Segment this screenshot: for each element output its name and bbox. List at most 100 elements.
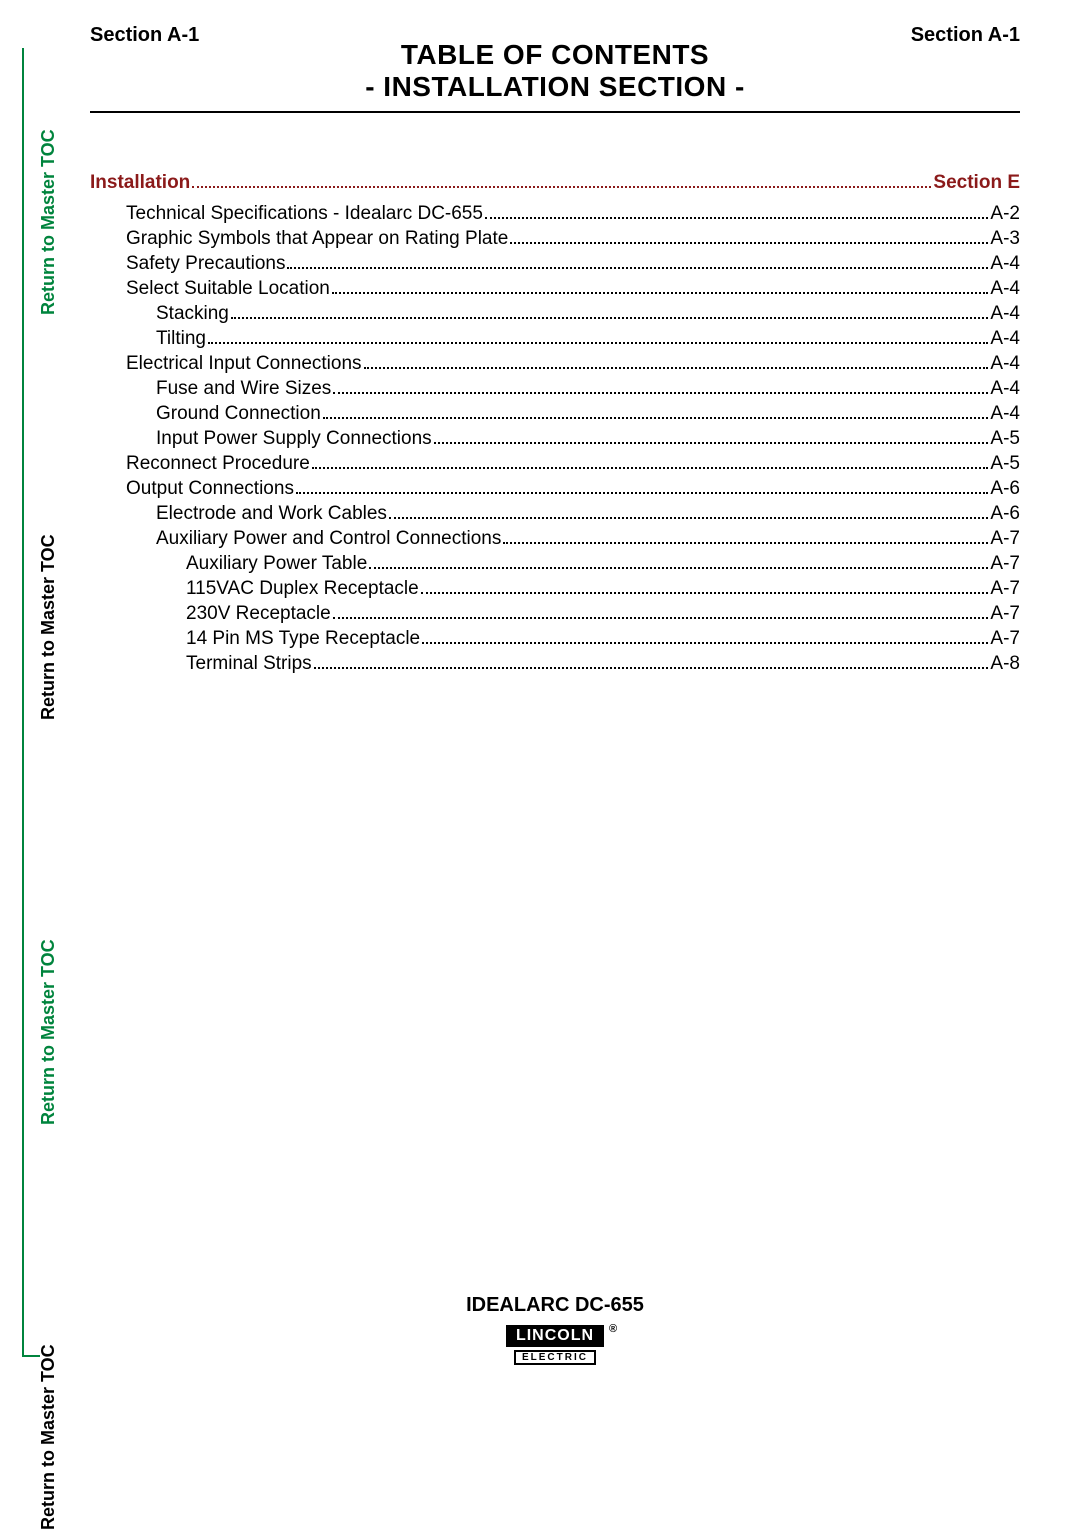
toc-leader: [333, 617, 989, 619]
toc-entry-page: A-7: [990, 604, 1020, 623]
toc-entry-page: A-4: [990, 379, 1020, 398]
toc-entry-page: A-4: [990, 329, 1020, 348]
toc-entry-label: Ground Connection: [156, 404, 321, 423]
toc-leader: [369, 567, 988, 569]
toc-leader: [364, 367, 989, 369]
toc-leader: [332, 292, 989, 294]
toc-heading-label: Installation: [90, 173, 190, 192]
toc-entry-label: Technical Specifications - Idealarc DC-6…: [126, 204, 483, 223]
toc-entry-label: Safety Precautions: [126, 254, 285, 273]
toc-row[interactable]: Input Power Supply Connections A-5: [90, 429, 1020, 448]
toc-entry-page: A-4: [990, 279, 1020, 298]
toc-entry-page: A-4: [990, 404, 1020, 423]
toc-entry-page: A-7: [990, 529, 1020, 548]
toc-row[interactable]: Ground Connection A-4: [90, 404, 1020, 423]
toc-entry-page: A-4: [990, 354, 1020, 373]
toc-entry-label: Electrical Input Connections: [126, 354, 362, 373]
toc-entry-page: A-6: [990, 504, 1020, 523]
logo-lincoln-text: LINCOLN: [516, 1327, 594, 1344]
toc-entry-label: 115VAC Duplex Receptacle: [186, 579, 419, 598]
toc-row[interactable]: Auxiliary Power Table A-7: [90, 554, 1020, 573]
toc-leader: [192, 186, 931, 188]
toc-entry-label: Auxiliary Power and Control Connections: [156, 529, 501, 548]
footer-model: IDEALARC DC-655: [90, 1294, 1020, 1317]
toc-row[interactable]: Select Suitable Location A-4: [90, 279, 1020, 298]
toc-entry-label: Graphic Symbols that Appear on Rating Pl…: [126, 229, 508, 248]
toc-entry-label: 14 Pin MS Type Receptacle: [186, 629, 420, 648]
toc-entry-label: 230V Receptacle: [186, 604, 331, 623]
toc-leader: [323, 417, 989, 419]
toc-leader: [314, 667, 989, 669]
toc-leader: [503, 542, 988, 544]
section-label-right: Section A-1: [911, 24, 1020, 47]
toc-entry-label: Reconnect Procedure: [126, 454, 310, 473]
section-label-left: Section A-1: [90, 24, 199, 47]
toc-entry-page: A-7: [990, 629, 1020, 648]
page-title: TABLE OF CONTENTS: [90, 39, 1020, 71]
toc-entry-page: A-7: [990, 554, 1020, 573]
page-footer: IDEALARC DC-655 LINCOLN ® ELECTRIC: [90, 1294, 1020, 1365]
toc-row[interactable]: Electrical Input Connections A-4: [90, 354, 1020, 373]
toc-row[interactable]: Output Connections A-6: [90, 479, 1020, 498]
toc-row[interactable]: Technical Specifications - Idealarc DC-6…: [90, 204, 1020, 223]
toc-row[interactable]: Graphic Symbols that Appear on Rating Pl…: [90, 229, 1020, 248]
return-master-toc-link[interactable]: Return to Master TOC: [38, 939, 59, 1125]
toc: Installation Section E Technical Specifi…: [90, 173, 1020, 673]
toc-entry-label: Stacking: [156, 304, 229, 323]
toc-entry-page: A-4: [990, 254, 1020, 273]
toc-entry-page: A-2: [990, 204, 1020, 223]
toc-entry-page: A-5: [990, 454, 1020, 473]
page-content: Section A-1 Section A-1 TABLE OF CONTENT…: [90, 24, 1020, 1373]
toc-leader: [434, 442, 989, 444]
toc-leader: [485, 217, 988, 219]
toc-entry-label: Electrode and Work Cables: [156, 504, 387, 523]
toc-entry-page: A-3: [990, 229, 1020, 248]
toc-entry-label: Auxiliary Power Table: [186, 554, 367, 573]
return-master-toc-link[interactable]: Return to Master TOC: [38, 129, 59, 315]
toc-entry-page: A-7: [990, 579, 1020, 598]
toc-row[interactable]: Reconnect Procedure A-5: [90, 454, 1020, 473]
toc-entry-page: A-5: [990, 429, 1020, 448]
toc-leader: [421, 592, 989, 594]
toc-row[interactable]: Electrode and Work Cables A-6: [90, 504, 1020, 523]
return-master-toc-link[interactable]: Return to Master TOC: [38, 1344, 59, 1530]
toc-entry-label: Output Connections: [126, 479, 294, 498]
toc-leader: [422, 642, 988, 644]
toc-leader: [510, 242, 988, 244]
toc-row[interactable]: Tilting A-4: [90, 329, 1020, 348]
toc-row[interactable]: 230V Receptacle A-7: [90, 604, 1020, 623]
toc-leader: [208, 342, 988, 344]
toc-entry-page: A-6: [990, 479, 1020, 498]
toc-row[interactable]: Auxiliary Power and Control Connections A…: [90, 529, 1020, 548]
registered-icon: ®: [609, 1323, 618, 1335]
toc-heading-row[interactable]: Installation Section E: [90, 173, 1020, 192]
page-subtitle: - INSTALLATION SECTION -: [90, 71, 1020, 103]
toc-entry-label: Input Power Supply Connections: [156, 429, 432, 448]
side-tabs: Return to Master TOC Return to Master TO…: [38, 0, 86, 1397]
lincoln-electric-logo: LINCOLN ® ELECTRIC: [506, 1325, 604, 1365]
toc-leader: [231, 317, 989, 319]
toc-entry-label: Tilting: [156, 329, 206, 348]
logo-top-text: LINCOLN ®: [506, 1325, 604, 1347]
logo-bottom-text: ELECTRIC: [514, 1350, 596, 1365]
toc-entry-page: A-8: [990, 654, 1020, 673]
toc-row[interactable]: Fuse and Wire Sizes A-4: [90, 379, 1020, 398]
toc-entry-label: Fuse and Wire Sizes: [156, 379, 331, 398]
toc-entry-page: A-4: [990, 304, 1020, 323]
toc-row[interactable]: Stacking A-4: [90, 304, 1020, 323]
toc-leader: [296, 492, 988, 494]
return-master-toc-link[interactable]: Return to Master TOC: [38, 534, 59, 720]
toc-row[interactable]: Safety Precautions A-4: [90, 254, 1020, 273]
toc-entry-label: Terminal Strips: [186, 654, 312, 673]
toc-leader: [312, 467, 989, 469]
toc-entry-label: Select Suitable Location: [126, 279, 330, 298]
title-block: TABLE OF CONTENTS - INSTALLATION SECTION…: [90, 39, 1020, 103]
toc-leader: [333, 392, 988, 394]
title-rule: [90, 111, 1020, 113]
toc-leader: [287, 267, 988, 269]
toc-row[interactable]: Terminal Strips A-8: [90, 654, 1020, 673]
toc-row[interactable]: 14 Pin MS Type Receptacle A-7: [90, 629, 1020, 648]
toc-row[interactable]: 115VAC Duplex Receptacle A-7: [90, 579, 1020, 598]
toc-leader: [389, 517, 988, 519]
toc-heading-page: Section E: [933, 173, 1020, 192]
